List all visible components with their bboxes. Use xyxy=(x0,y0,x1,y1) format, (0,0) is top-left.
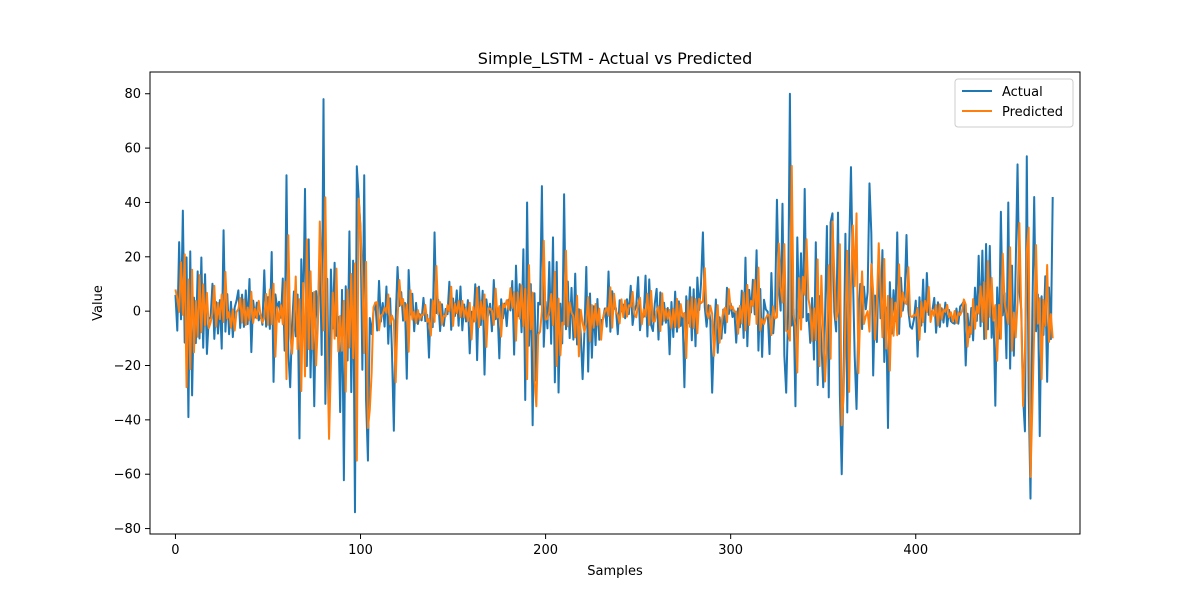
x-tick-label: 100 xyxy=(348,543,373,558)
x-tick-label: 0 xyxy=(171,543,179,558)
x-tick-label: 200 xyxy=(533,543,558,558)
x-tick-label: 300 xyxy=(718,543,743,558)
x-axis-ticks: 0 100 200 300 400 xyxy=(171,534,928,558)
y-tick-label: 40 xyxy=(124,196,141,211)
y-tick-label: −60 xyxy=(114,468,141,483)
legend-predicted-label: Predicted xyxy=(1002,105,1063,120)
predicted-series-line xyxy=(174,164,1054,478)
y-tick-label: −40 xyxy=(114,413,141,428)
y-tick-label: −20 xyxy=(114,359,141,374)
legend: Actual Predicted xyxy=(954,78,1074,128)
legend-actual-label: Actual xyxy=(1002,85,1043,100)
y-tick-label: 80 xyxy=(124,87,141,102)
x-tick-label: 400 xyxy=(903,543,928,558)
y-tick-label: −80 xyxy=(114,522,141,537)
y-tick-label: 20 xyxy=(124,250,141,265)
y-tick-label: 60 xyxy=(124,142,141,157)
y-axis-label: Value xyxy=(91,285,106,321)
y-tick-label: 0 xyxy=(133,305,141,320)
plot-frame xyxy=(149,71,1081,535)
y-axis-ticks: −80 −60 −40 −20 0 20 40 60 80 xyxy=(114,87,150,537)
chart-title: Simple_LSTM - Actual vs Predicted xyxy=(478,49,752,69)
series-layer xyxy=(174,92,1054,514)
x-axis-label: Samples xyxy=(587,564,643,579)
